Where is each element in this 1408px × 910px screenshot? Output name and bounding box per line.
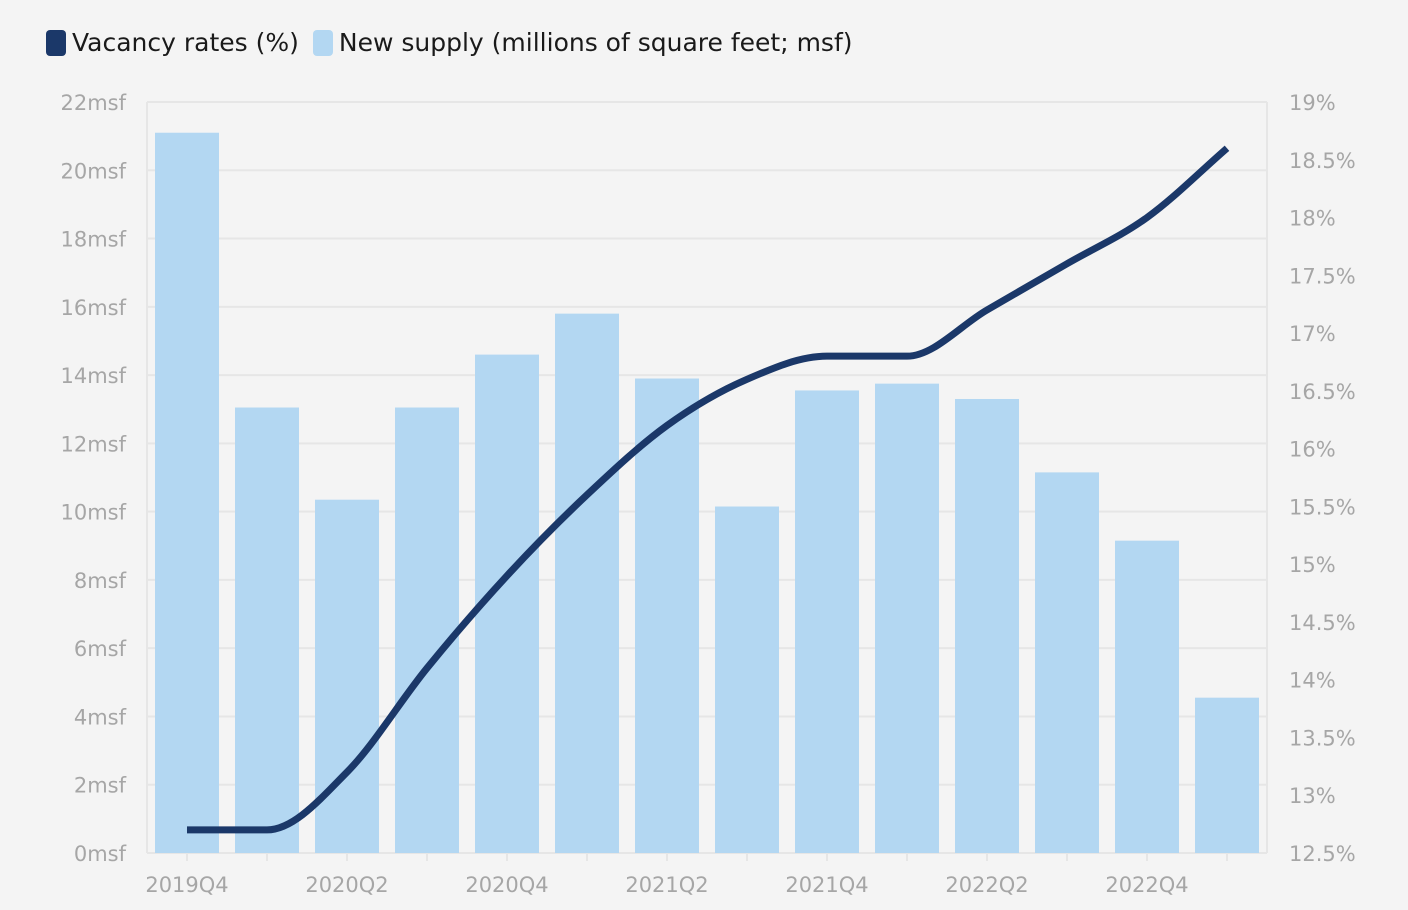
left-tick-label-2: 4msf	[74, 705, 127, 729]
bar-2023Q1	[1195, 697, 1259, 853]
left-tick-label-0: 0msf	[74, 842, 127, 866]
right-tick-label-13: 19%	[1289, 91, 1336, 115]
legend-item-vacancy[interactable]: Vacancy rates (%)	[46, 28, 299, 57]
left-tick-label-3: 6msf	[74, 637, 127, 661]
bar-2021Q3	[715, 506, 779, 853]
left-tick-label-7: 14msf	[60, 364, 126, 388]
right-tick-label-10: 17.5%	[1289, 264, 1356, 288]
left-tick-label-11: 22msf	[60, 91, 126, 115]
bar-layer	[155, 132, 1259, 854]
right-tick-label-0: 12.5%	[1289, 842, 1356, 866]
bar-2022Q3	[1035, 472, 1099, 853]
bar-2021Q1	[555, 313, 619, 853]
right-tick-label-7: 16%	[1289, 438, 1336, 462]
axis-layer: 0msf 2msf 4msf 6msf 8msf 10msf 12msf 14msf 16msf…	[60, 91, 1355, 897]
right-tick-label-11: 18%	[1289, 207, 1336, 231]
bar-2022Q1	[875, 383, 939, 853]
left-tick-label-4: 8msf	[74, 569, 127, 593]
x-tick-label-2022Q2: 2022Q2	[945, 873, 1028, 897]
x-tick-label-2020Q2: 2020Q2	[305, 873, 388, 897]
right-tick-label-4: 14.5%	[1289, 611, 1356, 635]
x-tick-label-2022Q4: 2022Q4	[1105, 873, 1188, 897]
legend: Vacancy rates (%) New supply (millions o…	[46, 28, 853, 57]
bar-2021Q4	[795, 390, 859, 853]
bar-2022Q4	[1115, 540, 1179, 853]
right-tick-label-12: 18.5%	[1289, 149, 1356, 173]
left-tick-label-9: 18msf	[60, 228, 126, 252]
right-tick-label-8: 16.5%	[1289, 380, 1356, 404]
left-tick-label-8: 16msf	[60, 296, 126, 320]
legend-swatch-supply	[312, 29, 333, 56]
right-tick-label-3: 14%	[1289, 669, 1336, 693]
bar-2020Q1	[235, 407, 299, 853]
legend-item-supply[interactable]: New supply (millions of square feet; msf…	[312, 28, 853, 57]
right-tick-label-9: 17%	[1289, 322, 1336, 346]
right-tick-label-1: 13%	[1289, 784, 1336, 808]
x-tick-label-2019Q4: 2019Q4	[145, 873, 228, 897]
legend-label-supply: New supply (millions of square feet; msf…	[338, 28, 853, 57]
legend-swatch-vacancy	[46, 29, 66, 56]
left-tick-label-5: 10msf	[60, 501, 126, 525]
left-tick-label-10: 20msf	[60, 159, 126, 183]
bar-2022Q2	[955, 398, 1019, 853]
right-tick-label-5: 15%	[1289, 553, 1336, 577]
legend-label-vacancy: Vacancy rates (%)	[72, 28, 299, 57]
x-tick-label-2021Q4: 2021Q4	[785, 873, 868, 897]
line-layer	[186, 145, 1230, 834]
x-tick-label-2020Q4: 2020Q4	[465, 873, 548, 897]
bar-2021Q2	[635, 378, 699, 853]
bar-2020Q3	[395, 407, 459, 853]
x-tick-label-2021Q2: 2021Q2	[625, 873, 708, 897]
vacancy-line	[186, 145, 1230, 834]
bar-2020Q2	[315, 499, 379, 853]
right-tick-label-2: 13.5%	[1289, 726, 1356, 750]
bar-2019Q4	[155, 132, 219, 854]
left-tick-label-1: 2msf	[74, 774, 127, 798]
left-tick-label-6: 12msf	[60, 432, 126, 456]
right-tick-label-6: 15.5%	[1289, 495, 1356, 519]
